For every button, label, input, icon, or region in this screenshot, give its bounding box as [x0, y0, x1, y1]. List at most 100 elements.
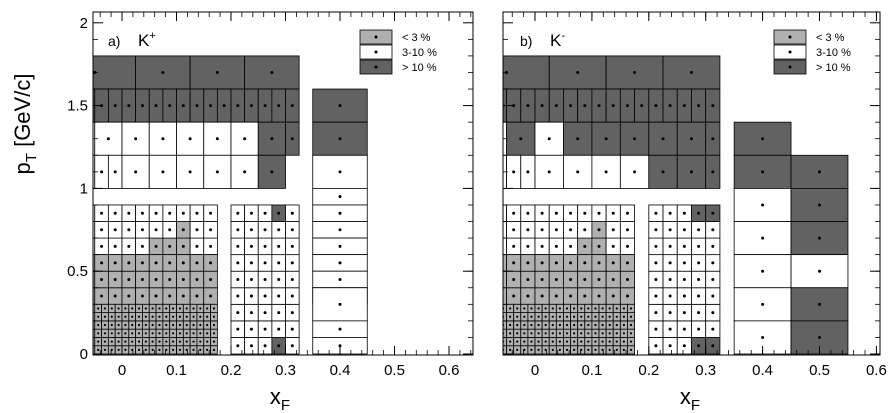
x-tick-label: 0.3 [275, 362, 296, 379]
heatmap-cell [68, 337, 75, 345]
cell-center-dot [70, 316, 72, 318]
cell-center-dot [697, 277, 701, 281]
cell-center-dot [117, 307, 120, 310]
cell-center-dot [243, 137, 247, 141]
cell-center-dot [516, 315, 519, 318]
cell-center-dot [86, 212, 89, 215]
cell-center-dot [127, 211, 131, 215]
cell-center-dot [100, 211, 104, 215]
cell-center-dot [90, 316, 92, 318]
cell-center-dot [761, 137, 765, 141]
cell-center-dot [558, 307, 561, 310]
cell-center-dot [70, 307, 72, 309]
cell-center-dot [171, 348, 175, 351]
cell-center-dot [127, 104, 131, 108]
cell-center-dot [124, 332, 127, 335]
cell-center-dot [629, 348, 633, 351]
cell-center-dot [495, 349, 497, 351]
cell-center-dot [484, 104, 487, 107]
cell-center-dot [547, 137, 551, 141]
heatmap-cell [492, 329, 499, 337]
cell-center-dot [290, 244, 294, 248]
cell-center-dot [185, 307, 188, 310]
cell-center-dot [604, 170, 608, 174]
x-tick-label: 0.1 [581, 362, 602, 379]
cell-center-dot [484, 278, 487, 281]
cell-center-dot [154, 104, 158, 108]
cell-center-dot [140, 261, 144, 265]
cell-center-dot [137, 348, 141, 351]
cell-center-dot [178, 323, 182, 327]
cell-center-dot [70, 324, 72, 326]
cell-center-dot [498, 261, 501, 264]
cell-center-dot [158, 340, 161, 343]
heatmap-cell [485, 337, 492, 345]
cell-center-dot [209, 211, 213, 215]
x-tick-label: 0 [118, 362, 126, 379]
cell-center-dot [185, 340, 188, 343]
x-tick-label: 0.4 [752, 362, 773, 379]
cell-center-dot [597, 277, 601, 281]
cell-center-dot [185, 323, 188, 327]
cell-center-dot [192, 323, 195, 327]
cell-center-dot [495, 307, 497, 309]
cell-center-dot [73, 295, 76, 298]
cell-center-dot [608, 323, 611, 327]
cell-center-dot [661, 137, 665, 141]
cell-center-dot [565, 340, 569, 343]
cell-center-dot [195, 294, 199, 298]
cell-center-dot [168, 211, 172, 215]
cell-center-dot [512, 244, 516, 248]
cell-center-dot [127, 228, 131, 232]
cell-center-dot [682, 211, 686, 215]
cell-center-dot [110, 315, 113, 318]
cell-center-dot [526, 244, 530, 248]
cell-center-dot [516, 332, 519, 335]
cell-center-dot [818, 170, 821, 174]
heatmap-cell [478, 255, 492, 272]
cell-center-dot [512, 277, 516, 281]
cell-center-dot [512, 228, 516, 232]
cell-center-dot [481, 324, 483, 326]
cell-center-dot [165, 323, 168, 327]
heatmap-cell [503, 237, 507, 256]
heatmap-cell [93, 328, 96, 338]
heatmap-cell [478, 337, 485, 345]
heatmap-cell [68, 304, 75, 312]
cell-center-dot [611, 277, 615, 281]
cell-center-dot [601, 315, 604, 318]
cell-center-dot [270, 170, 274, 174]
cell-center-dot [523, 323, 526, 327]
cell-center-dot [338, 261, 342, 265]
cell-center-dot [526, 170, 530, 174]
cell-center-dot [516, 340, 519, 343]
cell-center-dot [151, 307, 154, 310]
cell-center-dot [682, 277, 686, 281]
cell-center-dot [199, 332, 202, 335]
cell-center-dot [290, 137, 294, 141]
heatmap-cell [74, 337, 81, 345]
cell-center-dot [516, 348, 519, 351]
cell-center-dot [144, 340, 147, 343]
cell-center-dot [249, 104, 253, 108]
legend-swatch-dot [374, 65, 378, 69]
cell-center-dot [509, 332, 512, 335]
cell-center-dot [188, 137, 192, 141]
cell-center-dot [181, 244, 185, 248]
cell-center-dot [154, 228, 158, 232]
cell-center-dot [290, 277, 294, 281]
legend-label: < 3 % [816, 32, 845, 44]
cell-center-dot [625, 277, 629, 281]
cell-center-dot [144, 315, 147, 318]
cell-center-dot [519, 137, 523, 141]
cell-center-dot [601, 323, 604, 327]
heatmap-cell [485, 329, 492, 337]
cell-center-dot [338, 327, 342, 331]
x-tick-label: 0.1 [166, 362, 187, 379]
cell-center-dot [171, 307, 175, 310]
cell-center-dot [124, 340, 127, 343]
cell-center-dot [212, 348, 216, 351]
cell-center-dot [236, 344, 240, 348]
cell-center-dot [263, 344, 267, 348]
cell-center-dot [77, 332, 79, 334]
